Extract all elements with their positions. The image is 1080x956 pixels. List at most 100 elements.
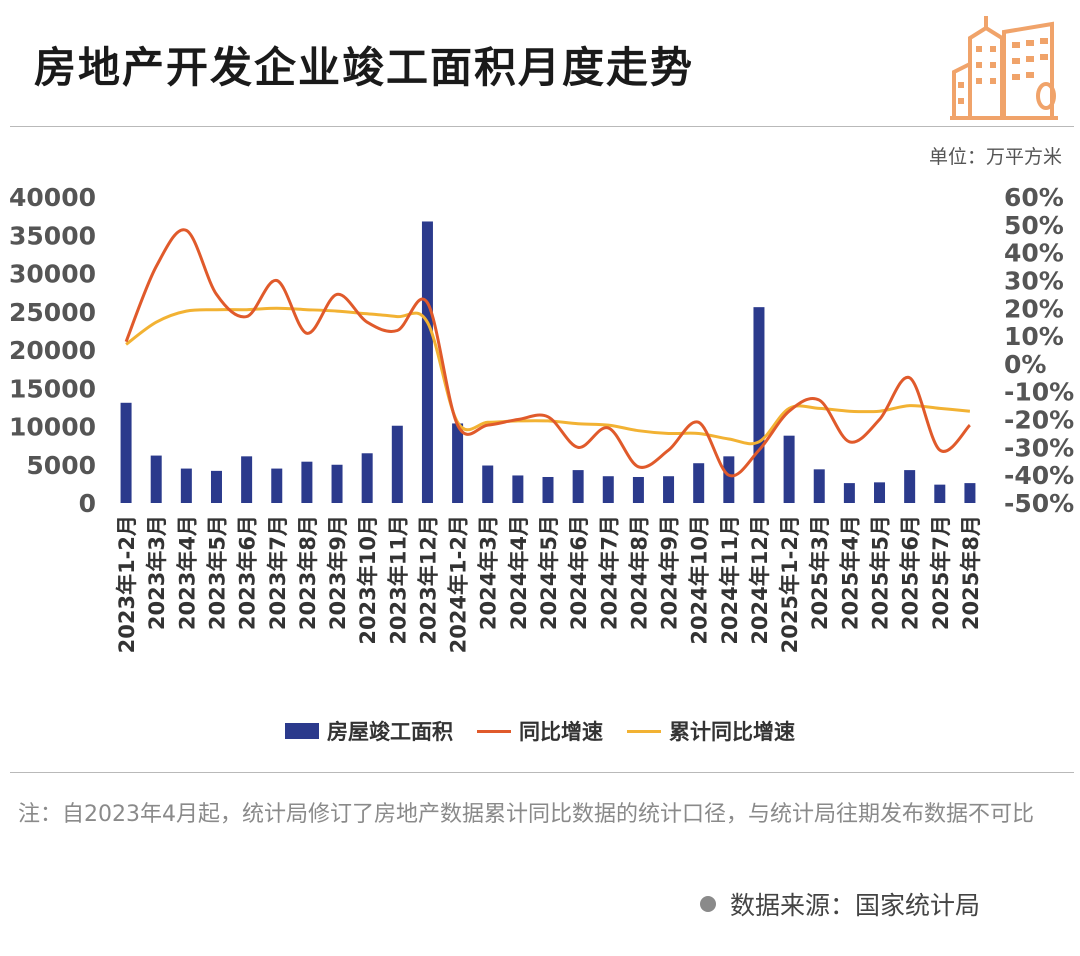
left-axis-tick-label: 5000: [26, 451, 96, 480]
header-divider: [10, 126, 1074, 127]
x-axis-tick-label: 2023年1-2月: [115, 515, 139, 653]
footer-divider: [10, 772, 1074, 773]
bar: [602, 476, 614, 503]
x-axis-tick-label: 2024年6月: [567, 515, 591, 630]
x-axis-tick-label: 2023年11月: [386, 515, 410, 645]
building-logo-icon: [950, 16, 1058, 120]
x-axis-tick-label: 2023年6月: [236, 515, 260, 630]
bar: [904, 470, 916, 503]
legend-item-cumulative-yoy: 累计同比增速: [627, 716, 795, 746]
right-axis-tick-label: -40%: [1004, 461, 1074, 490]
bar: [271, 468, 283, 503]
bar: [663, 476, 675, 503]
x-axis-tick-label: 2024年5月: [537, 515, 561, 630]
data-source: 数据来源：国家统计局: [700, 886, 980, 922]
bar: [874, 482, 886, 503]
x-axis-tick-label: 2023年12月: [416, 515, 440, 645]
x-axis-tick-label: 2024年9月: [658, 515, 682, 630]
bar: [693, 463, 705, 503]
bar: [301, 461, 313, 503]
bar: [964, 483, 976, 503]
x-axis-tick-label: 2024年10月: [688, 515, 712, 645]
bar: [452, 423, 464, 503]
left-axis-tick-label: 10000: [9, 413, 96, 442]
x-axis-tick-label: 2023年9月: [326, 515, 350, 630]
bar: [120, 402, 132, 503]
x-axis-tick-label: 2024年12月: [748, 515, 772, 645]
legend-label-completed-area: 房屋竣工面积: [327, 720, 453, 744]
x-axis-tick-label: 2025年4月: [838, 515, 862, 630]
x-axis-tick-label: 2023年3月: [145, 515, 169, 630]
bar: [843, 483, 855, 503]
left-axis-tick-label: 0: [79, 489, 96, 518]
x-axis-tick-label: 2023年5月: [205, 515, 229, 630]
x-axis-tick-label: 2025年8月: [959, 515, 983, 630]
x-axis-tick-label: 2024年4月: [507, 515, 531, 630]
legend-label-cumulative-yoy: 累计同比增速: [669, 720, 795, 744]
chart-legend: 房屋竣工面积 同比增速 累计同比增速: [0, 716, 1080, 746]
x-axis-tick-label: 2024年8月: [627, 515, 651, 630]
x-axis-tick-label: 2024年7月: [597, 515, 621, 630]
right-axis-tick-label: -30%: [1004, 433, 1074, 462]
bar: [783, 435, 795, 503]
legend-label-yoy: 同比增速: [519, 720, 603, 744]
x-axis-tick-label: 2025年6月: [899, 515, 923, 630]
bar: [813, 469, 825, 503]
left-axis-tick-label: 30000: [9, 260, 96, 289]
bar: [391, 425, 403, 503]
bar: [482, 465, 494, 503]
x-axis-tick-label: 2025年1-2月: [778, 515, 802, 653]
right-axis-tick-label: -20%: [1004, 406, 1074, 435]
data-source-text: 数据来源：国家统计局: [730, 891, 981, 920]
right-axis-tick-label: 30%: [1004, 266, 1064, 295]
x-axis-tick-label: 2023年7月: [266, 515, 290, 630]
x-axis-tick-label: 2023年4月: [175, 515, 199, 630]
x-axis-tick-label: 2024年1-2月: [447, 515, 471, 653]
chart-area: 0 5000 10000 15000 20000 25000 30000 35000 40000…: [9, 183, 1074, 653]
x-axis-tick-label: 2025年5月: [869, 515, 893, 630]
legend-item-yoy: 同比增速: [477, 716, 603, 746]
bar: [180, 468, 192, 503]
x-axis-tick-label: 2024年11月: [718, 515, 742, 645]
left-axis-tick-label: 35000: [9, 221, 96, 250]
x-axis-tick-label: 2024年3月: [477, 515, 501, 630]
bar: [150, 455, 162, 503]
left-axis-tick-label: 20000: [9, 336, 96, 365]
bar: [421, 221, 433, 504]
x-axis-tick-label: 2025年7月: [929, 515, 953, 630]
right-axis-tick-label: 60%: [1004, 183, 1064, 212]
right-axis-tick-label: 0%: [1004, 350, 1046, 379]
legend-line-swatch-cumulative: [627, 729, 661, 733]
series-line-cumulative-yoy: [125, 306, 971, 446]
right-axis-tick-label: 20%: [1004, 294, 1064, 323]
left-axis-tick-label: 15000: [9, 374, 96, 403]
left-axis-tick-label: 40000: [9, 183, 96, 212]
bar: [512, 475, 524, 503]
bar: [361, 453, 373, 503]
legend-bar-swatch: [285, 723, 319, 739]
bar: [723, 456, 735, 503]
bullet-dot-icon: [700, 896, 716, 912]
bar: [632, 476, 644, 503]
right-axis-tick-label: -10%: [1004, 378, 1074, 407]
bar: [934, 484, 946, 503]
bar: [572, 470, 584, 503]
legend-line-swatch-yoy: [477, 729, 511, 733]
page-title: 房地产开发企业竣工面积月度走势: [34, 43, 695, 92]
footnote: 注：自2023年4月起，统计局修订了房地产数据累计同比数据的统计口径，与统计局往…: [18, 802, 1034, 827]
bar: [753, 307, 765, 503]
left-axis-tick-label: 25000: [9, 298, 96, 327]
right-axis-tick-label: 50%: [1004, 211, 1064, 240]
right-axis-tick-label: 40%: [1004, 239, 1064, 268]
bar: [210, 470, 222, 503]
bar: [542, 476, 554, 503]
x-axis-tick-label: 2025年3月: [808, 515, 832, 630]
bar: [241, 456, 253, 503]
x-axis-tick-label: 2023年8月: [296, 515, 320, 630]
legend-item-completed-area: 房屋竣工面积: [285, 716, 453, 746]
bar: [331, 464, 343, 503]
unit-label: 单位：万平方米: [928, 146, 1062, 168]
series-line-yoy: [124, 228, 972, 478]
right-axis-tick-label: -50%: [1004, 489, 1074, 518]
x-axis-tick-label: 2023年10月: [356, 515, 380, 645]
